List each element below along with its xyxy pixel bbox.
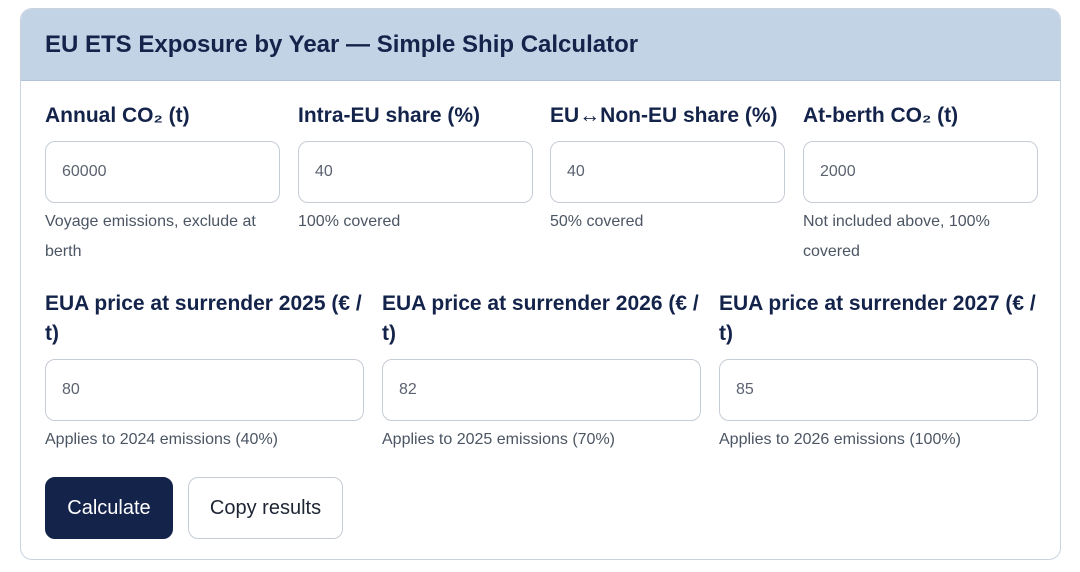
eua-price-2027-hint: Applies to 2026 emissions (100%) bbox=[719, 431, 961, 448]
intra-eu-share-hint: 100% covered bbox=[298, 213, 401, 230]
eua-price-2026-label: EUA price at surrender 2026 (€ / t) bbox=[382, 292, 699, 345]
at-berth-co2-field: At-berth CO₂ (t) Not included above, 100… bbox=[803, 101, 1038, 267]
eua-price-2025-label: EUA price at surrender 2025 (€ / t) bbox=[45, 292, 362, 345]
calculator-card: EU ETS Exposure by Year — Simple Ship Ca… bbox=[20, 8, 1061, 560]
intra-eu-share-field: Intra-EU share (%) 100% covered bbox=[298, 101, 533, 237]
eu-non-eu-share-input[interactable] bbox=[550, 141, 785, 203]
eua-price-2027-label: EUA price at surrender 2027 (€ / t) bbox=[719, 292, 1036, 345]
annual-co2-field: Annual CO₂ (t) Voyage emissions, exclude… bbox=[45, 101, 280, 267]
card-title: EU ETS Exposure by Year — Simple Ship Ca… bbox=[45, 30, 639, 58]
at-berth-co2-hint: Not included above, 100% covered bbox=[803, 213, 990, 260]
at-berth-co2-input[interactable] bbox=[803, 141, 1038, 203]
eua-price-2027-field: EUA price at surrender 2027 (€ / t) Appl… bbox=[719, 289, 1038, 455]
eua-price-2026-input[interactable] bbox=[382, 359, 701, 421]
annual-co2-input[interactable] bbox=[45, 141, 280, 203]
eua-price-2027-input[interactable] bbox=[719, 359, 1038, 421]
at-berth-co2-label: At-berth CO₂ (t) bbox=[803, 104, 959, 127]
card-header: EU ETS Exposure by Year — Simple Ship Ca… bbox=[21, 9, 1060, 81]
eua-price-2026-field: EUA price at surrender 2026 (€ / t) Appl… bbox=[382, 289, 701, 455]
copy-results-button[interactable]: Copy results bbox=[188, 477, 343, 539]
calculate-button[interactable]: Calculate bbox=[45, 477, 173, 539]
eu-non-eu-share-field: EU↔Non-EU share (%) 50% covered bbox=[550, 101, 785, 237]
annual-co2-label: Annual CO₂ (t) bbox=[45, 104, 190, 127]
eu-non-eu-share-label: EU↔Non-EU share (%) bbox=[550, 104, 778, 127]
intra-eu-share-label: Intra-EU share (%) bbox=[298, 104, 481, 127]
annual-co2-hint: Voyage emissions, exclude at berth bbox=[45, 213, 256, 260]
eua-price-2025-input[interactable] bbox=[45, 359, 364, 421]
eua-price-2025-hint: Applies to 2024 emissions (40%) bbox=[45, 431, 279, 448]
intra-eu-share-input[interactable] bbox=[298, 141, 533, 203]
eua-price-2026-hint: Applies to 2025 emissions (70%) bbox=[382, 431, 616, 448]
eu-non-eu-share-hint: 50% covered bbox=[550, 213, 644, 230]
eua-price-2025-field: EUA price at surrender 2025 (€ / t) Appl… bbox=[45, 289, 364, 455]
